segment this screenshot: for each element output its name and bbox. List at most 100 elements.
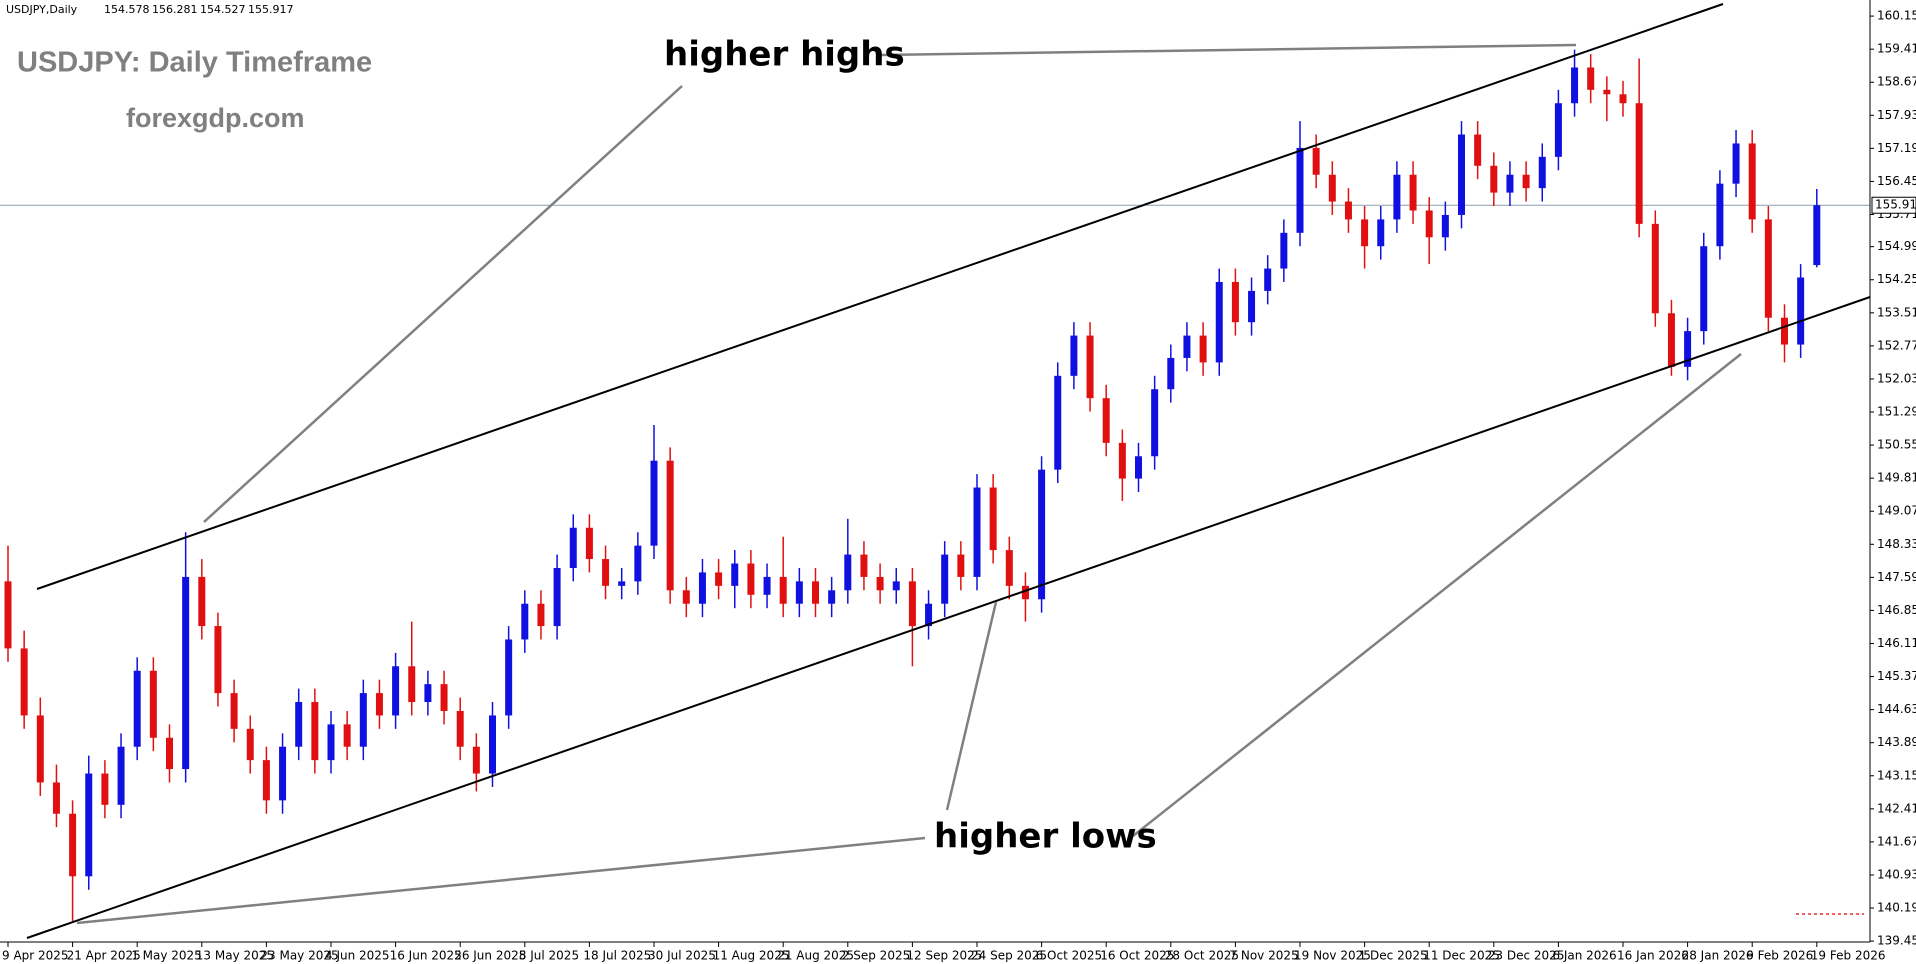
candle-body (795, 581, 803, 604)
candle-body (553, 567, 561, 627)
candle-body (359, 693, 367, 747)
candle-body (1700, 246, 1708, 332)
candle-body (262, 760, 270, 801)
candle-body (408, 666, 416, 703)
candle-body (1732, 143, 1740, 184)
x-tick-label: 16 Jan 2026 (1617, 949, 1689, 963)
x-tick-label: 28 Oct 2025 (1165, 949, 1239, 963)
y-tick-label: 143.890 (1877, 735, 1916, 749)
candle-body (1571, 67, 1579, 104)
candle-body (85, 773, 93, 877)
candle-body (1231, 281, 1239, 323)
candle-body (1248, 290, 1256, 323)
y-tick-label: 148.330 (1877, 537, 1916, 551)
candle-body (214, 626, 222, 694)
candle-body (537, 603, 545, 627)
y-tick-label: 157.930 (1877, 108, 1916, 122)
chart-subtitle: forexgdp.com (126, 103, 305, 133)
candle-body (1102, 398, 1110, 443)
candle-body (1425, 210, 1433, 238)
candle-body (569, 527, 577, 568)
candle-body (1135, 456, 1142, 479)
candle-body (1506, 174, 1514, 193)
candle-body (279, 746, 287, 801)
candle-body (1377, 219, 1385, 247)
candle-body (69, 813, 77, 877)
y-tick-label: 140.930 (1877, 867, 1916, 881)
x-tick-label: 19 Feb 2026 (1811, 949, 1886, 963)
candle-body (1797, 277, 1805, 345)
candle-body (618, 581, 626, 586)
y-tick-label: 154.250 (1877, 272, 1916, 286)
candle-body (763, 576, 771, 595)
candle-body (1264, 268, 1272, 291)
candle-body (650, 460, 658, 546)
current-price-box (1871, 196, 1916, 214)
candle-body (246, 728, 254, 761)
candle-body (634, 545, 642, 582)
candles (4, 49, 1821, 921)
candle-body (1361, 219, 1369, 247)
header-value: 156.281 (152, 3, 198, 16)
pointer-line (945, 601, 998, 811)
candle-body (876, 576, 884, 591)
candle-body (101, 773, 109, 805)
candle-body (602, 559, 610, 586)
candle-body (844, 554, 852, 591)
x-tick-label: 21 Apr 2025 (67, 949, 141, 963)
y-tick-label: 153.510 (1877, 305, 1916, 319)
y-tick-label: 151.290 (1877, 405, 1916, 419)
candle-body (1619, 94, 1627, 104)
candle-body (1038, 469, 1046, 600)
candle-body (230, 693, 238, 729)
candle-body (1021, 585, 1029, 600)
candle-body (198, 576, 206, 627)
y-tick-label: 142.410 (1877, 801, 1916, 815)
x-tick-label: 21 Aug 2025 (777, 949, 854, 963)
candle-body (812, 581, 819, 604)
y-tick-label: 157.190 (1877, 141, 1916, 155)
candle-body (666, 460, 674, 591)
candle-body (1651, 223, 1659, 314)
chart-title: USDJPY: Daily Timeframe (17, 47, 372, 79)
header-value: 154.527 (200, 3, 246, 16)
candle-body (698, 572, 706, 604)
candle-body (860, 554, 868, 577)
candle-body (166, 737, 173, 770)
candle-body (1490, 165, 1498, 193)
candle-body (925, 603, 933, 627)
x-tick-label: 2 Sep 2025 (842, 949, 910, 963)
x-tick-label: 6 Jan 2026 (1552, 949, 1616, 963)
candle-body (731, 563, 739, 586)
candle-body (1086, 335, 1094, 399)
candle-body (424, 684, 432, 703)
y-tick-label: 147.590 (1877, 570, 1916, 584)
candle-body (392, 666, 400, 716)
y-tick-label: 144.630 (1877, 702, 1916, 716)
y-tick-label: 140.190 (1877, 901, 1916, 915)
candle-body (1554, 103, 1562, 157)
candle-body (1312, 147, 1320, 175)
candle-body (1764, 219, 1772, 318)
candle-body (489, 715, 496, 774)
candle-body (989, 487, 997, 551)
candle-body (1748, 143, 1756, 220)
annotation: higher lows (934, 817, 1157, 857)
x-tick-label: 4 Jun 2025 (325, 949, 390, 963)
candle-body (1183, 335, 1191, 358)
candle-body (1118, 442, 1126, 479)
candle-body (715, 572, 723, 586)
pointer-line (76, 836, 926, 925)
x-tick-label: 23 May 2025 (260, 949, 338, 963)
candle-body (36, 715, 44, 783)
candle-body (52, 782, 60, 814)
candle-body (973, 487, 981, 577)
candle-body (1344, 201, 1352, 220)
pointer-line (203, 85, 683, 523)
y-tick-label: 146.850 (1877, 603, 1916, 617)
lower-channel-line (26, 296, 1871, 939)
x-tick-label: 12 Sep 2025 (906, 949, 982, 963)
x-tick-label: 24 Sep 2025 (971, 949, 1047, 963)
